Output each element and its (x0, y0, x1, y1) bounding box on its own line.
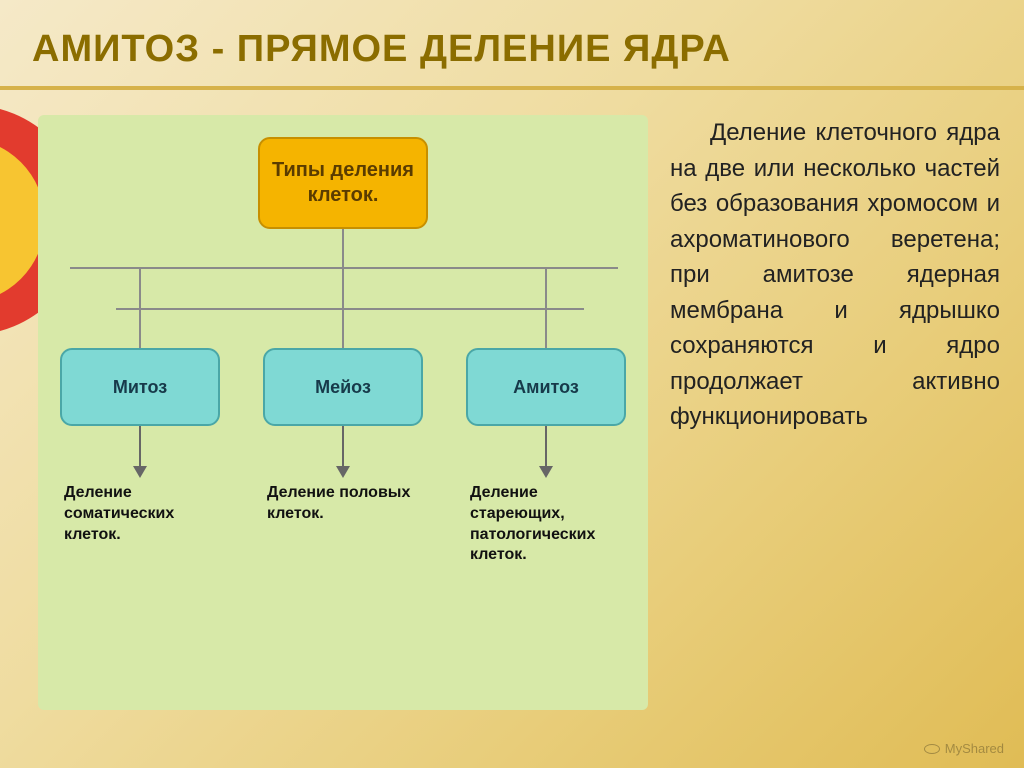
desc-meiosis: Деление половых клеток. (267, 483, 432, 525)
connector-long-hline (70, 267, 618, 269)
desc-amitosis: Деление стареющих, патологических клеток… (470, 483, 635, 566)
arrow-head-1 (336, 466, 350, 478)
watermark-text: MyShared (945, 741, 1004, 756)
slide-title-bar: АМИТОЗ - ПРЯМОЕ ДЕЛЕНИЕ ЯДРА (0, 14, 1024, 84)
connector-v-to-child-0 (139, 308, 141, 348)
arrow-stem-2 (545, 426, 547, 466)
connector-v-small-0 (139, 267, 141, 308)
connector-v-small-1 (342, 267, 344, 308)
watermark: MyShared (924, 741, 1004, 756)
desc-mitosis: Деление соматических клеток. (64, 483, 229, 545)
arrow-head-2 (539, 466, 553, 478)
connector-h-bar (116, 308, 584, 310)
slide: АМИТОЗ - ПРЯМОЕ ДЕЛЕНИЕ ЯДРА Типы делени… (0, 0, 1024, 768)
tree-child-amitosis: Амитоз (466, 348, 626, 426)
connector-v-to-child-2 (545, 308, 547, 348)
slide-title: АМИТОЗ - ПРЯМОЕ ДЕЛЕНИЕ ЯДРА (32, 28, 731, 71)
tree-child-mitosis: Митоз (60, 348, 220, 426)
arrow-stem-1 (342, 426, 344, 466)
arrow-head-0 (133, 466, 147, 478)
tree-child-meiosis: Мейоз (263, 348, 423, 426)
diagram-panel: Типы деления клеток. Митоз Деление сомат… (38, 115, 648, 710)
title-underline (0, 86, 1024, 90)
connector-root-stem (342, 229, 344, 267)
tree-root-node: Типы деления клеток. (258, 137, 428, 229)
arrow-stem-0 (139, 426, 141, 466)
body-paragraph: Деление клеточного ядра на две или неско… (670, 115, 1000, 435)
eye-icon (924, 744, 940, 754)
connector-v-small-2 (545, 267, 547, 308)
connector-v-to-child-1 (342, 308, 344, 348)
